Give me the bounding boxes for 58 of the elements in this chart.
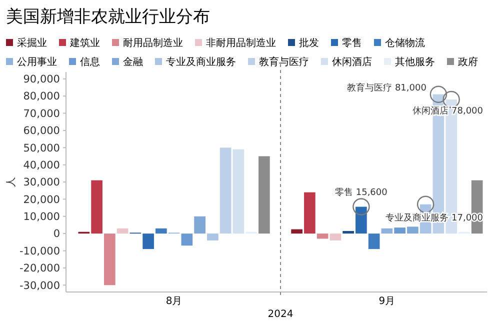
y-tick-label: 40,000 [23,159,60,172]
y-tick-label: 60,000 [23,125,60,138]
legend-label: 政府 [458,56,478,68]
bar [356,206,367,234]
y-tick-label: 20,000 [23,194,60,206]
legend-label: 零售 [342,37,362,49]
bar [194,216,206,234]
text: 2024 [268,309,294,320]
bar [91,180,102,234]
bar [291,229,302,234]
y-tick-label: 10,000 [23,211,60,224]
bar [407,226,418,234]
bar [342,230,354,234]
bar [304,192,316,234]
legend-label: 专业及商业服务 [166,56,236,68]
y-tick-label: 70,000 [23,108,60,120]
bar [142,234,154,250]
x-tick-label: 9月 [378,296,396,307]
annotation: 专业及商业服务 17,000 [386,212,484,224]
legend-label: 非耐用品制造业 [206,37,276,49]
bar [156,228,167,234]
bar [181,234,193,246]
legend-label: 信息 [80,56,100,68]
y-tick-label: -10,000 [19,245,60,258]
bar [207,234,218,240]
y-tick-label: 50,000 [23,142,60,154]
bar [116,228,128,234]
legend-label: 金融 [123,56,143,68]
y-tick-label: 0 [53,228,60,240]
annotation: 教育与医疗 81,000 [347,82,427,94]
y-tick-label: 30,000 [23,176,60,189]
annotation: 休闲酒店 78,000 [412,106,484,116]
legend-label: 耐用品制造业 [123,37,183,49]
legend-label: 批发 [299,37,319,49]
y-axis-title: 人 [6,177,17,187]
legend-label: 其他服务 [395,56,435,68]
legend-label: 采掘业 [17,37,47,49]
bar [381,228,393,234]
y-tick-label: -30,000 [19,280,60,292]
bar [258,156,270,234]
legend-label: 公用事业 [17,56,57,68]
chart-title: 美国新增非农就业行业分布 [6,7,210,27]
bar [330,234,342,240]
y-tick-label: -20,000 [19,262,60,275]
y-tick-label: 80,000 [23,90,60,103]
legend-label: 教育与医疗 [259,56,309,68]
y-tick-label: 90,000 [23,74,60,86]
bar [368,234,380,250]
annotation: 零售 15,600 [335,186,388,198]
bar [220,148,232,234]
bar [394,228,406,234]
legend-label: 仓储物流 [385,37,425,49]
legend-label: 建筑业 [69,37,100,49]
bar [316,234,328,239]
legend-label: 休闲酒店 [332,56,372,68]
bar [104,234,116,286]
bar [232,149,244,234]
x-tick-label: 8月 [166,296,182,307]
